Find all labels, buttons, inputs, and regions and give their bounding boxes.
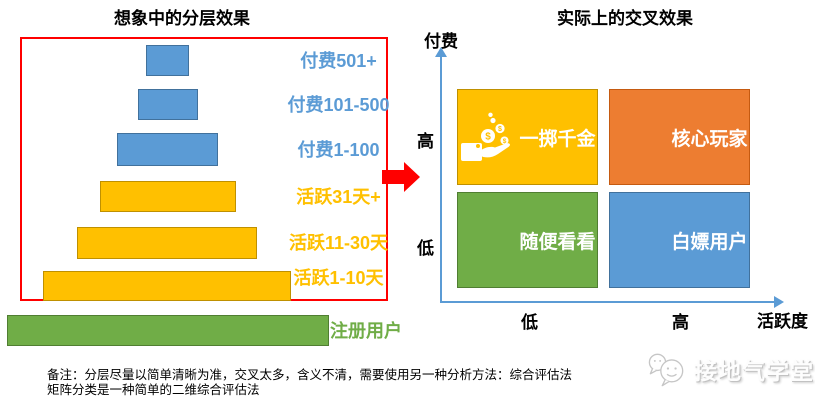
- x-axis-line: [440, 301, 776, 303]
- y-axis-title: 付费: [424, 32, 458, 51]
- right-arrow-icon: [382, 162, 420, 192]
- icon-spacer: [611, 112, 665, 162]
- pyramid-bar-pay-1-100: [117, 133, 218, 166]
- icon-spacer: [611, 215, 665, 265]
- quadrant-low-pay-low-active: 随便看看: [457, 192, 598, 288]
- y-tick-low: 低: [417, 239, 434, 258]
- y-tick-high: 高: [417, 132, 434, 151]
- watermark-text: 接地气学堂: [694, 358, 814, 384]
- right-panel-title: 实际上的交叉效果: [557, 9, 693, 28]
- svg-text:$: $: [486, 131, 492, 142]
- chat-bubbles-logo-icon: [648, 353, 684, 387]
- pyramid-label-registered: 注册用户: [330, 321, 402, 341]
- quadrant-label: 一掷千金: [519, 128, 596, 150]
- pyramid-bar-active-1-10: [43, 271, 291, 301]
- x-tick-high: 高: [672, 313, 689, 332]
- footnote-line-2: 矩阵分类是一种简单的二维综合评估法: [47, 382, 260, 397]
- pyramid-bar-active-31plus: [100, 181, 236, 212]
- x-axis-title: 活跃度: [757, 312, 808, 331]
- quadrant-high-pay-high-active: 核心玩家: [609, 89, 750, 185]
- quadrant-high-pay-low-active: $ $ $ 一掷千金: [457, 89, 598, 185]
- quadrant-label: 白嫖用户: [671, 231, 748, 253]
- left-panel-title: 想象中的分层效果: [114, 9, 250, 28]
- pyramid-label-active-31plus: 活跃31天+: [296, 187, 381, 207]
- pyramid-bar-pay-101-500: [138, 89, 198, 120]
- footnote: 备注：分层尽量以简单清晰为准，交叉太多，含义不清，需要使用另一种分析方法：综合评…: [47, 368, 607, 397]
- money-in-hand-icon: $ $ $: [461, 112, 511, 161]
- pyramid-label-pay-501plus: 付费501+: [300, 51, 377, 71]
- pyramid-bar-pay-501plus: [146, 45, 189, 76]
- quadrant-label: 核心玩家: [671, 128, 748, 150]
- svg-text:$: $: [499, 126, 503, 133]
- pyramid-bar-registered: [7, 315, 329, 346]
- icon-spacer: [459, 215, 513, 265]
- pyramid-frame: [20, 37, 388, 301]
- pyramid-label-active-11-30: 活跃11-30天: [288, 233, 389, 253]
- pyramid-bar-active-11-30: [77, 227, 257, 259]
- footnote-line-1: 备注：分层尽量以简单清晰为准，交叉太多，含义不清，需要使用另一种分析方法：综合评…: [47, 368, 573, 382]
- pyramid-label-pay-1-100: 付费1-100: [297, 140, 380, 160]
- quadrant-low-pay-high-active: 白嫖用户: [609, 192, 750, 288]
- svg-text:$: $: [503, 138, 507, 145]
- quadrant-label: 随便看看: [519, 231, 596, 253]
- watermark: 接地气学堂: [646, 350, 814, 388]
- pyramid-label-pay-101-500: 付费101-500: [287, 95, 390, 115]
- x-axis-arrowhead-icon: [774, 296, 784, 308]
- y-axis-arrowhead-icon: [435, 47, 447, 57]
- x-tick-low: 低: [521, 313, 538, 332]
- y-axis-line: [440, 56, 442, 303]
- pyramid-label-active-1-10: 活跃1-10天: [293, 268, 384, 288]
